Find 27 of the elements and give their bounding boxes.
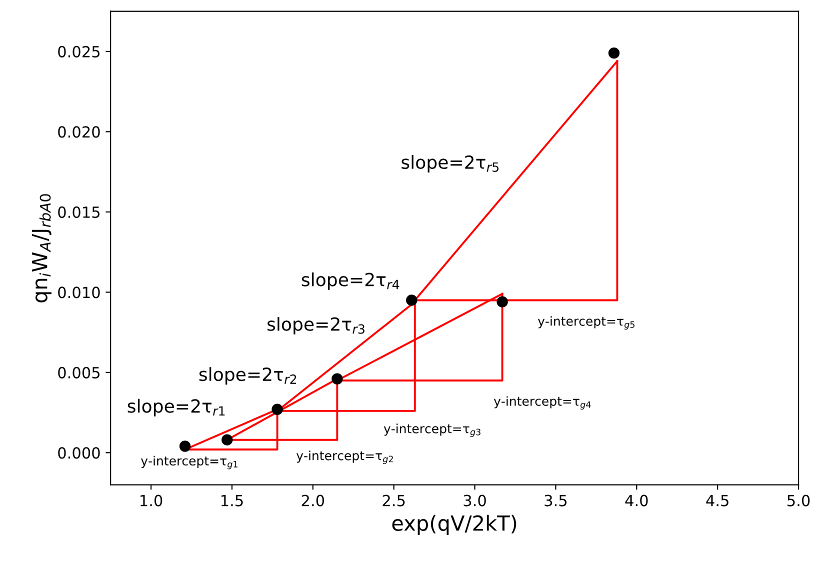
x-tick-label: 4.0 [625,494,648,506]
x-tick-label: 1.0 [140,494,162,506]
y-tick-label: 0.025 [58,46,100,58]
annotation: y-intercept=τ$_{g1}$ [140,456,238,470]
y-tick-label: 0.015 [58,206,100,218]
annotation: y-intercept=τ$_{g2}$ [296,450,393,464]
x-tick-label: 3.5 [544,494,567,506]
annotation: slope=2τ$_{r3}$ [268,316,364,334]
x-tick-label: 5.0 [788,494,810,506]
x-tick-label: 2.0 [302,494,324,506]
annotation: y-intercept=τ$_{g3}$ [384,424,480,438]
annotation: slope=2τ$_{r1}$ [128,398,225,416]
y-tick-label: 0.010 [58,286,100,298]
annotation: slope=2τ$_{r5}$ [402,155,499,173]
y-tick-label: 0.000 [58,447,100,459]
x-tick-label: 3.0 [464,494,486,506]
annotation: slope=2τ$_{r2}$ [199,367,296,385]
x-tick-label: 2.5 [382,494,405,506]
x-tick-label: 1.5 [222,494,243,506]
annotation: y-intercept=τ$_{g4}$ [494,396,591,410]
y-tick-label: 0.005 [58,366,100,378]
annotation: y-intercept=τ$_{g5}$ [538,316,634,330]
x-tick-label: 4.5 [706,494,728,506]
y-tick-label: 0.020 [58,126,100,138]
annotation: slope=2τ$_{r4}$ [302,272,400,290]
y-axis-title: qn$_{i}$W$_{A}$/J$_{rbA0}$ [32,194,52,302]
x-axis-title: exp(qV/2kT) [392,514,516,536]
